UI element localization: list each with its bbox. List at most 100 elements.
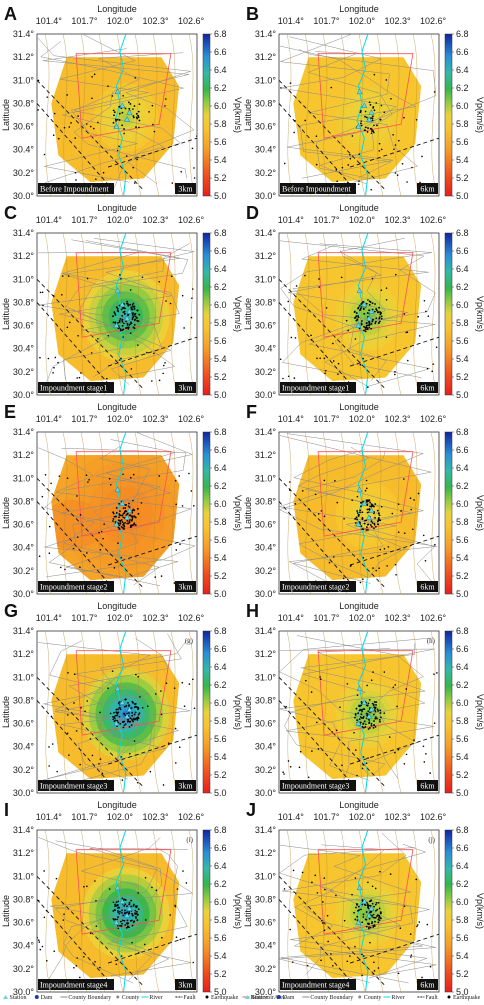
earthquake	[435, 346, 438, 349]
depth-label: 3km	[178, 583, 193, 592]
earthquake	[377, 921, 380, 924]
earthquake	[340, 276, 343, 279]
earthquake	[378, 316, 381, 319]
earthquake	[378, 915, 381, 918]
county-boundary	[305, 450, 436, 586]
earthquake	[361, 903, 364, 906]
county-boundary	[279, 844, 437, 977]
county-boundary	[279, 847, 436, 983]
earthquake	[126, 720, 129, 723]
earthquake	[378, 518, 380, 521]
lon-tick-label: 101.7°	[313, 16, 340, 26]
earthquake	[366, 903, 369, 906]
earthquake	[68, 321, 71, 324]
earthquake	[363, 312, 366, 315]
earthquake	[121, 521, 124, 523]
earthquake	[368, 917, 371, 920]
earthquake	[133, 522, 136, 525]
stage-label-box	[38, 382, 114, 393]
earthquake	[373, 970, 376, 972]
earthquake	[128, 926, 130, 929]
stage-label-box	[280, 382, 356, 393]
earthquake	[368, 101, 371, 104]
earthquake	[128, 704, 130, 706]
earthquake	[61, 275, 64, 277]
station	[113, 919, 120, 925]
earthquake	[126, 905, 128, 908]
earthquake	[367, 927, 370, 930]
station	[355, 123, 362, 129]
earthquake	[379, 313, 382, 316]
earthquake	[380, 148, 383, 151]
colorbar-tick-label: 5.8	[214, 318, 227, 328]
colorbar-tick-label: 5.6	[214, 336, 227, 346]
earthquake	[385, 298, 388, 301]
lat-tick-label: 30.8°	[255, 98, 277, 108]
earthquake	[181, 505, 184, 507]
earthquake	[436, 672, 438, 674]
lon-tick-label: 101.4°	[278, 16, 305, 26]
earthquake	[373, 124, 375, 127]
earthquake	[359, 581, 362, 584]
lat-tick-label: 30.0°	[255, 390, 277, 400]
earthquake	[130, 515, 133, 518]
contour-line	[188, 233, 196, 395]
earthquake	[162, 372, 164, 375]
lat-tick-label: 30.8°	[255, 297, 277, 307]
earthquake	[136, 319, 139, 322]
lon-tick-label: 101.7°	[313, 414, 340, 424]
earthquake	[126, 322, 129, 325]
earthquake	[370, 505, 373, 508]
earthquake	[377, 710, 379, 712]
station	[114, 685, 121, 692]
earthquake	[385, 336, 388, 338]
earthquake	[374, 716, 377, 719]
earthquake	[137, 320, 140, 323]
earthquake	[349, 157, 352, 160]
earthquake	[137, 110, 140, 113]
earthquake	[97, 121, 99, 124]
colorbar-tick-label: 5.6	[456, 933, 469, 943]
county-boundary	[41, 637, 191, 781]
earthquake	[354, 517, 357, 520]
earthquake	[120, 955, 123, 957]
y-axis-title: Latitude	[1, 497, 11, 529]
river	[356, 631, 369, 793]
colorbar-tick-label: 5.2	[456, 571, 469, 581]
earthquake	[86, 552, 88, 554]
earthquake	[113, 311, 116, 313]
earthquake	[122, 914, 125, 917]
lat-tick-label: 30.8°	[255, 496, 277, 506]
lat-tick-label: 31.2°	[255, 251, 277, 261]
lon-tick-label: 101.4°	[278, 613, 305, 623]
earthquake	[369, 505, 371, 508]
colorbar-tick-label: 5.8	[214, 119, 227, 129]
earthquake	[121, 111, 124, 114]
earthquake	[115, 506, 118, 509]
colorbar-tick-label: 5.2	[214, 969, 227, 979]
earthquake	[107, 687, 109, 689]
earthquake	[128, 752, 131, 755]
earthquake	[289, 928, 291, 931]
earthquake	[359, 122, 362, 125]
earthquake	[139, 696, 141, 698]
earthquake	[119, 510, 121, 513]
earthquake	[169, 914, 171, 916]
colorbar	[202, 431, 211, 595]
x-axis-title: Longitude	[339, 203, 379, 213]
earthquake	[60, 566, 62, 569]
earthquake	[370, 679, 373, 682]
county-boundary	[47, 837, 161, 982]
colorbar-tick-label: 5.6	[456, 734, 469, 744]
earthquake	[331, 964, 334, 967]
earthquake	[180, 170, 183, 173]
earthquake	[417, 315, 419, 318]
legend-label: County	[364, 995, 382, 1001]
earthquake	[114, 321, 117, 324]
earthquake	[119, 924, 121, 927]
lat-tick-label: 30.0°	[13, 788, 35, 798]
earthquake	[129, 332, 132, 334]
earthquake	[91, 97, 93, 100]
earthquake	[359, 308, 362, 311]
stage-label: Impoundment stage3	[40, 782, 107, 791]
